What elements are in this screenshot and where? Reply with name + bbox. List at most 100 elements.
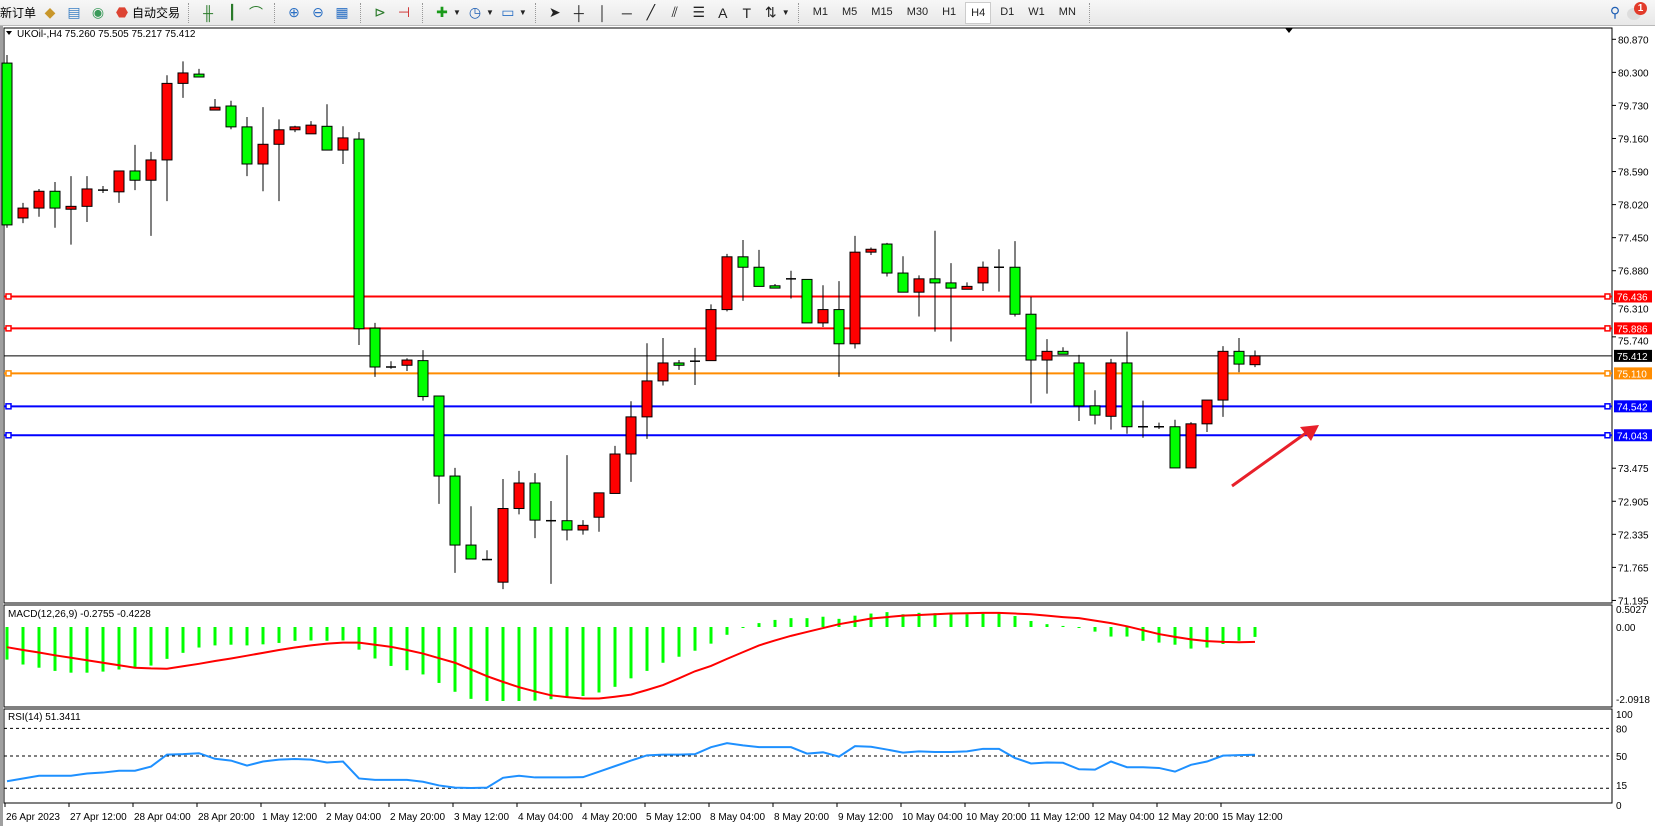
time-tick-label: 3 May 12:00: [454, 812, 509, 823]
time-tick-label: 28 Apr 04:00: [134, 812, 191, 823]
arrow-annotation-shaft[interactable]: [1231, 431, 1307, 488]
timeframe-mn[interactable]: MN: [1058, 5, 1076, 18]
zoom-in-icon[interactable]: ⊕: [288, 4, 300, 20]
macd-histogram-bar: [469, 627, 473, 699]
macd-histogram-bar: [1077, 627, 1081, 628]
price-label-box: [1614, 349, 1652, 362]
zoom-out-icon[interactable]: ⊖: [312, 4, 324, 20]
price-label-box: [1614, 400, 1652, 413]
arrow-annotation-head-icon[interactable]: [1300, 425, 1319, 441]
candle-body: [465, 544, 477, 560]
level-handle-right[interactable]: [1604, 325, 1611, 332]
macd-histogram-bar: [709, 627, 713, 644]
candle-body: [129, 170, 141, 181]
candle-body: [257, 143, 269, 165]
label-icon[interactable]: T: [742, 4, 752, 21]
level-handle-right[interactable]: [1604, 293, 1611, 300]
separator: [360, 2, 362, 23]
timeframe-m5[interactable]: M5: [842, 5, 858, 18]
line-chart-icon[interactable]: ⌒: [249, 4, 264, 21]
collapse-triangle-icon[interactable]: [6, 31, 12, 35]
time-tick-label: 8 May 04:00: [710, 812, 765, 823]
level-handle-right[interactable]: [1604, 370, 1611, 377]
price-tick-label: 79.730: [1618, 101, 1649, 112]
arrows-button[interactable]: ⇅ ▼: [761, 2, 790, 24]
level-handle-left[interactable]: [5, 325, 12, 332]
vertical-line-icon[interactable]: │: [598, 4, 608, 21]
candle-body: [657, 362, 669, 382]
candle-body: [273, 129, 285, 145]
macd-histogram-bar: [677, 627, 681, 657]
chart-shift-icon[interactable]: ⊣: [397, 4, 411, 20]
timeframe-h4[interactable]: H4: [965, 1, 992, 24]
cursor-icon[interactable]: ➤: [548, 4, 561, 20]
candle-body: [177, 72, 189, 84]
macd-panel-frame: [3, 604, 1613, 708]
bar-chart-icon[interactable]: ╫: [203, 4, 213, 21]
candle-body: [369, 327, 381, 368]
separator: [1088, 2, 1091, 23]
signal-icon[interactable]: ◉: [91, 4, 105, 20]
candlestick-icon[interactable]: ┃: [227, 4, 237, 20]
candle-body: [65, 205, 77, 210]
level-handle-left[interactable]: [5, 370, 12, 377]
time-tick-label: 10 May 20:00: [966, 812, 1027, 823]
timeframe-m30[interactable]: M30: [906, 5, 929, 18]
timeframe-h1[interactable]: H1: [942, 5, 957, 18]
notification-icon[interactable]: 1: [1627, 2, 1647, 22]
candle-body: [945, 282, 957, 289]
auto-scroll-icon[interactable]: ⊳: [374, 4, 386, 20]
macd-histogram-bar: [773, 619, 777, 627]
text-icon[interactable]: A: [718, 4, 728, 21]
time-tick-label: 27 Apr 12:00: [70, 812, 127, 823]
timeframe-m1[interactable]: M1: [812, 5, 828, 18]
chart-shift-marker-icon[interactable]: [1285, 28, 1293, 33]
crosshair-icon[interactable]: ┼: [573, 4, 584, 21]
timeframe-d1[interactable]: D1: [1000, 5, 1015, 18]
macd-histogram-bar: [757, 623, 761, 627]
macd-histogram-bar: [565, 627, 569, 698]
candle-body: [1233, 350, 1245, 365]
add-indicator-button[interactable]: ✚ ▼: [432, 2, 461, 24]
horizontal-line-icon[interactable]: ─: [621, 4, 632, 21]
new-order-button[interactable]: 新订单: [0, 6, 37, 20]
add-indicator-icon: ✚: [436, 4, 448, 20]
level-handle-right[interactable]: [1604, 432, 1611, 439]
toolbar-right: ⚲ 1: [1603, 1, 1647, 23]
macd-histogram-bar: [1221, 627, 1225, 644]
timeframe-m15[interactable]: M15: [871, 5, 893, 18]
macd-histogram-bar: [213, 627, 217, 646]
gold-bars-icon[interactable]: ◆: [44, 4, 56, 20]
level-handle-right[interactable]: [1604, 403, 1611, 410]
level-handle-left[interactable]: [5, 293, 12, 300]
macd-histogram-bar: [533, 627, 537, 701]
tile-windows-icon[interactable]: ▦: [335, 4, 349, 20]
template-button[interactable]: ▭ ▼: [498, 2, 527, 24]
level-handle-left[interactable]: [5, 432, 12, 439]
macd-histogram-bar: [597, 627, 601, 693]
candle-body: [865, 248, 877, 253]
macd-histogram-bar: [117, 627, 121, 670]
time-tick-label: 11 May 12:00: [1030, 812, 1090, 823]
notification-badge: 1: [1634, 2, 1647, 15]
macd-histogram-bar: [1029, 620, 1033, 627]
candle-body: [1025, 313, 1037, 361]
macd-histogram-bar: [197, 627, 201, 648]
time-tick-label: 2 May 20:00: [390, 812, 445, 823]
trendline-icon[interactable]: ╱: [646, 4, 656, 20]
separator: [188, 2, 190, 23]
time-tick-label: 8 May 20:00: [774, 812, 829, 823]
search-icon[interactable]: ⚲: [1609, 3, 1621, 20]
fibo-icon[interactable]: ☰: [692, 4, 706, 20]
auto-trading-button[interactable]: ⬣ 自动交易: [112, 2, 180, 24]
fibo-channel-icon[interactable]: ⫽: [671, 4, 678, 20]
time-tick-label: 12 May 20:00: [1158, 812, 1219, 823]
level-handle-left[interactable]: [5, 403, 12, 410]
periodicity-button[interactable]: ◷ ▼: [465, 2, 494, 24]
candle-body: [433, 395, 445, 477]
candle-body: [1057, 350, 1069, 355]
separator: [534, 2, 537, 23]
history-icon[interactable]: ▤: [67, 4, 81, 20]
timeframe-w1[interactable]: W1: [1028, 5, 1045, 18]
